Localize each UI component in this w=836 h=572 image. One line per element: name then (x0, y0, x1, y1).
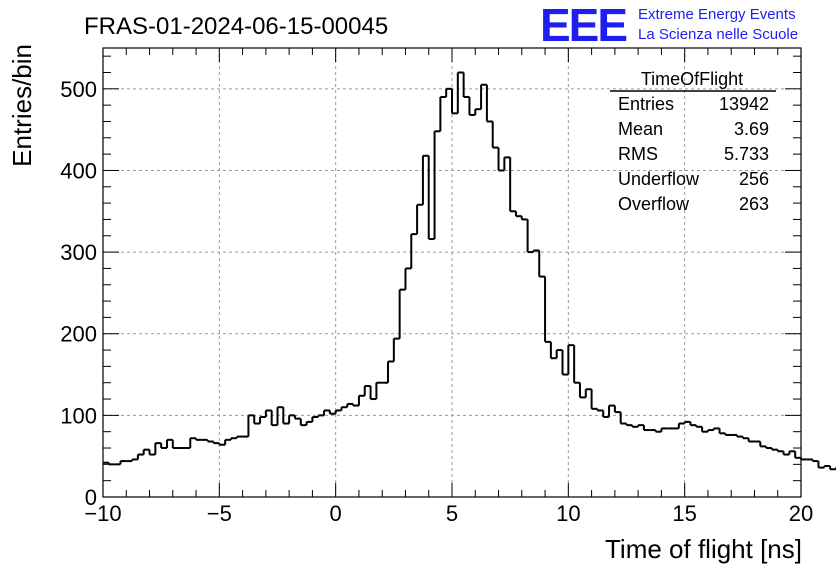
x-tick-label: 0 (330, 501, 342, 526)
y-tick-labels: 0 100 200 300 400 500 (60, 77, 97, 510)
y-tick-label: 300 (60, 240, 97, 265)
y-tick-label: 100 (60, 403, 97, 428)
stats-row-value: 256 (739, 169, 769, 189)
stats-row-value: 5.733 (724, 144, 769, 164)
x-tick-label: −5 (207, 501, 232, 526)
stats-row-value: 263 (739, 194, 769, 214)
y-tick-label: 500 (60, 77, 97, 102)
x-tick-label: 15 (672, 501, 696, 526)
stats-row-label: Underflow (618, 169, 700, 189)
stats-row-label: RMS (618, 144, 658, 164)
x-tick-label: 20 (789, 501, 813, 526)
stats-title: TimeOfFlight (641, 69, 743, 89)
x-tick-label: −10 (84, 501, 121, 526)
logo-line1: Extreme Energy Events (638, 6, 796, 23)
y-axis-label: Entries/bin (7, 44, 37, 167)
stats-row-value: 3.69 (734, 119, 769, 139)
stats-row-label: Overflow (618, 194, 690, 214)
stats-row-label: Mean (618, 119, 663, 139)
stats-box: TimeOfFlight Entries 13942 Mean 3.69 RMS 5.73… (610, 69, 776, 214)
grid-lines (103, 48, 801, 497)
stats-rows: Entries 13942 Mean 3.69 RMS 5.733 Underflow 256… (618, 94, 769, 214)
x-tick-label: 5 (446, 501, 458, 526)
logo-mark: EEE (540, 0, 626, 51)
x-axis-label: Time of flight [ns] (605, 534, 802, 564)
stats-row-value: 13942 (719, 94, 769, 114)
histogram-bars (103, 71, 836, 471)
stats-row-label: Entries (618, 94, 674, 114)
chart-title: FRAS-01-2024-06-15-00045 (84, 13, 388, 40)
y-tick-label: 200 (60, 322, 97, 347)
y-tick-label: 0 (85, 485, 97, 510)
y-tick-label: 400 (60, 158, 97, 183)
x-tick-label: 10 (556, 501, 580, 526)
axis-ticks (102, 48, 802, 498)
logo-line2: La Scienza nelle Scuole (638, 26, 798, 43)
logo: EEE Extreme Energy Events La Scienza nel… (540, 0, 798, 51)
x-tick-labels: −10 −5 0 5 10 15 20 (84, 501, 813, 526)
